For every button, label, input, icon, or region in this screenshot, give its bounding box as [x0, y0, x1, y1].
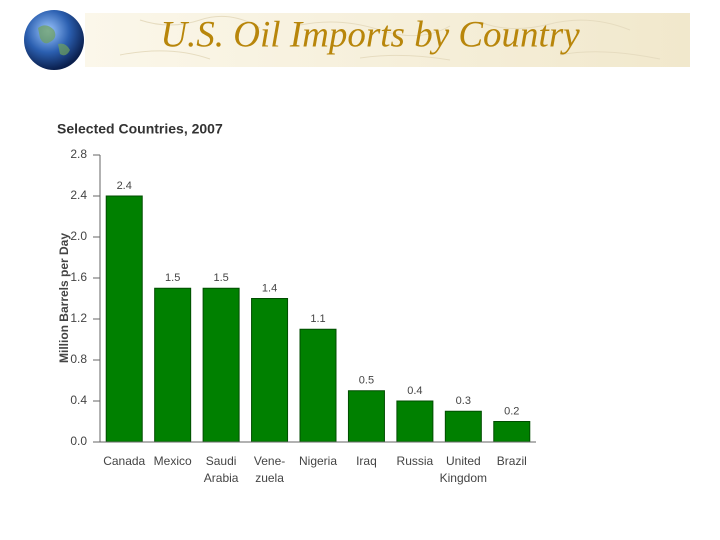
bar [154, 287, 192, 443]
bar [105, 195, 143, 443]
globe-icon [24, 10, 84, 70]
x-tick-label: Nigeria [299, 454, 337, 468]
x-tick-label: Brazil [497, 454, 527, 468]
y-tick-label: 2.4 [70, 188, 87, 202]
y-tick-label: 1.6 [70, 270, 87, 284]
chart-title: Selected Countries, 2007 [57, 121, 223, 137]
y-tick-label: 2.0 [70, 229, 87, 243]
x-tick-label: Russia [397, 454, 434, 468]
bar [251, 298, 289, 443]
x-tick-label: Vene- [254, 454, 285, 468]
x-tick-label: Mexico [154, 454, 192, 468]
x-tick-label: United [446, 454, 481, 468]
globe-land [38, 25, 70, 56]
value-label: 1.5 [165, 272, 180, 284]
value-label: 0.2 [504, 405, 519, 417]
slide-title: U.S. Oil Imports by Country [160, 14, 580, 55]
y-axis-label: Million Barrels per Day [57, 233, 71, 363]
bar [299, 328, 337, 443]
value-label: 2.4 [117, 180, 132, 192]
value-label: 0.5 [359, 375, 374, 387]
title-banner [85, 13, 690, 67]
y-tick-label: 0.8 [70, 352, 87, 366]
bar [202, 287, 240, 443]
banner-texture [119, 15, 661, 61]
x-tick-label: zuela [255, 471, 284, 485]
x-tick-label: Canada [103, 454, 145, 468]
x-tick-label: Iraq [356, 454, 377, 468]
x-tick-label: Kingdom [440, 471, 487, 485]
value-label: 0.3 [456, 395, 471, 407]
y-tick-label: 0.0 [70, 434, 87, 448]
value-label: 1.5 [213, 272, 228, 284]
x-tick-label: Arabia [204, 471, 239, 485]
value-label: 1.1 [310, 313, 325, 325]
bar [396, 400, 434, 443]
y-tick-label: 1.2 [70, 311, 87, 325]
bar [444, 410, 482, 443]
bar [493, 421, 531, 443]
value-label: 1.4 [262, 282, 277, 294]
x-tick-label: Saudi [206, 454, 237, 468]
value-label: 0.4 [407, 385, 422, 397]
y-tick-label: 2.8 [70, 147, 87, 161]
y-tick-label: 0.4 [70, 393, 87, 407]
bar [347, 390, 385, 443]
